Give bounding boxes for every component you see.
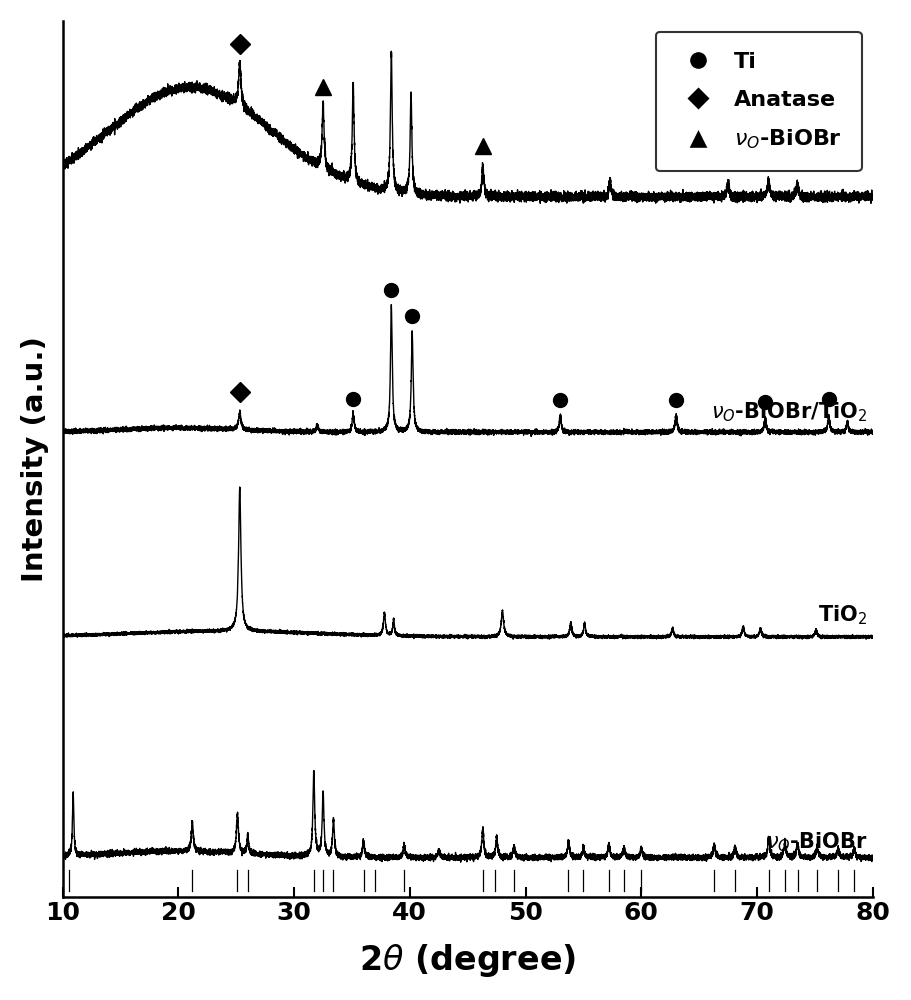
- Text: $\nu_O$-BiOBr/TiO$_2$: $\nu_O$-BiOBr/TiO$_2$: [711, 401, 867, 424]
- Text: TiO$_2$: TiO$_2$: [818, 603, 867, 627]
- Y-axis label: Intensity (a.u.): Intensity (a.u.): [21, 336, 49, 582]
- X-axis label: 2$\theta$ (degree): 2$\theta$ (degree): [359, 942, 577, 979]
- Text: $\nu_O$-BiOBr: $\nu_O$-BiOBr: [765, 830, 867, 854]
- Legend: Ti, Anatase, $\nu_O$-BiOBr: Ti, Anatase, $\nu_O$-BiOBr: [656, 32, 862, 171]
